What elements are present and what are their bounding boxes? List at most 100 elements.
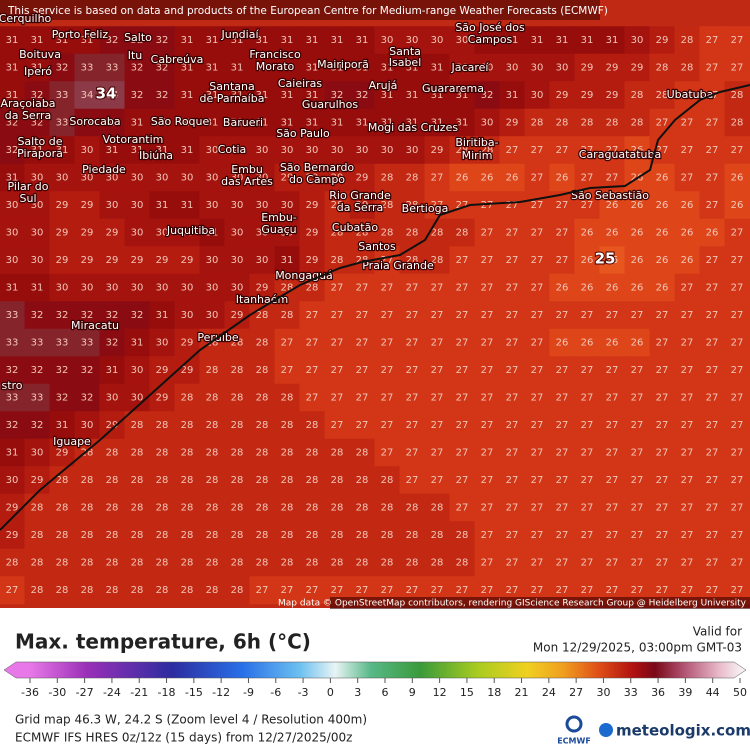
field-cell (599, 26, 625, 55)
grid-value: 30 (231, 255, 244, 266)
field-cell (199, 466, 225, 495)
grid-value: 27 (706, 585, 719, 596)
grid-value: 30 (381, 35, 394, 46)
field-cell (149, 383, 175, 412)
grid-value: 30 (331, 145, 344, 156)
grid-value: 30 (231, 283, 244, 294)
scale-tick-label: 3 (354, 686, 361, 699)
field-cell (149, 466, 175, 495)
grid-value: 27 (731, 475, 744, 486)
grid-value: 27 (406, 338, 419, 349)
field-cell (249, 466, 275, 495)
field-cell (599, 438, 625, 467)
field-cell (24, 548, 50, 577)
field-cell (474, 81, 500, 110)
field-cell (24, 383, 50, 412)
model-info: ECMWF IFS HRES 0z/12z (15 days) from 12/… (15, 731, 352, 745)
grid-value: 26 (606, 200, 619, 211)
grid-value: 28 (156, 558, 169, 569)
grid-value: 28 (181, 448, 194, 459)
field-cell (299, 328, 325, 357)
field-cell (24, 26, 50, 55)
grid-value: 31 (256, 63, 269, 74)
field-cell (549, 246, 575, 275)
field-cell (49, 191, 75, 220)
field-cell (249, 218, 275, 247)
field-cell (724, 108, 750, 137)
grid-value: 27 (306, 585, 319, 596)
field-cell (199, 301, 225, 330)
grid-value: 28 (231, 393, 244, 404)
place-label: Itanhaém (236, 293, 288, 306)
scale-tick-label: 21 (515, 686, 529, 699)
field-cell (249, 438, 275, 467)
scale-tick-label: -3 (298, 686, 309, 699)
grid-value: 27 (631, 310, 644, 321)
field-cell (424, 301, 450, 330)
grid-value: 27 (481, 558, 494, 569)
valid-label: Valid for (693, 625, 742, 639)
field-cell (549, 411, 575, 440)
field-cell (299, 438, 325, 467)
grid-value: 27 (381, 338, 394, 349)
place-label: Juquitiba (166, 224, 215, 237)
field-cell (474, 411, 500, 440)
field-cell (574, 493, 600, 522)
field-cell (674, 136, 700, 165)
notice: This service is based on data and produc… (7, 5, 608, 17)
grid-value: 29 (31, 475, 44, 486)
field-cell (199, 521, 225, 550)
field-cell (374, 191, 400, 220)
field-cell (474, 163, 500, 192)
field-cell (224, 81, 250, 110)
grid-value: 31 (106, 365, 119, 376)
field-cell (649, 493, 675, 522)
field-cell (399, 163, 425, 192)
grid-value: 26 (581, 255, 594, 266)
grid-value: 25 (606, 255, 619, 266)
grid-value: 27 (531, 585, 544, 596)
field-cell (74, 383, 100, 412)
field-cell (74, 108, 100, 137)
grid-value: 31 (206, 118, 219, 129)
field-cell (424, 466, 450, 495)
field-cell (99, 438, 125, 467)
scale-tick-label: -24 (103, 686, 121, 699)
field-cell (0, 136, 25, 165)
field-cell (449, 53, 475, 82)
grid-value: 27 (656, 310, 669, 321)
grid-value: 27 (681, 310, 694, 321)
field-cell (324, 218, 350, 247)
scale-tick-label: 36 (651, 686, 665, 699)
field-cell (674, 521, 700, 550)
grid-value: 26 (556, 173, 569, 184)
grid-value: 31 (31, 63, 44, 74)
grid-value: 29 (356, 200, 369, 211)
field-cell (449, 246, 475, 275)
grid-value: 29 (156, 393, 169, 404)
grid-value: 30 (431, 35, 444, 46)
grid-value: 28 (106, 503, 119, 514)
field-cell (574, 273, 600, 302)
grid-value: 28 (281, 448, 294, 459)
grid-value: 30 (306, 145, 319, 156)
field-cell (349, 383, 375, 412)
grid-value: 28 (431, 503, 444, 514)
place-label: Morato (256, 60, 295, 73)
grid-value: 27 (406, 365, 419, 376)
field-cell (174, 438, 200, 467)
field-cell (449, 548, 475, 577)
grid-value: 32 (106, 310, 119, 321)
field-cell (524, 26, 550, 55)
field-cell (24, 246, 50, 275)
grid-value: 27 (506, 393, 519, 404)
place-label: Pirapora (17, 147, 63, 160)
grid-value: 33 (31, 393, 44, 404)
grid-value: 26 (506, 173, 519, 184)
field-cell (424, 136, 450, 165)
field-cell (224, 163, 250, 192)
field-cell (174, 411, 200, 440)
grid-value: 27 (406, 420, 419, 431)
grid-value: 31 (331, 35, 344, 46)
field-cell (399, 108, 425, 137)
